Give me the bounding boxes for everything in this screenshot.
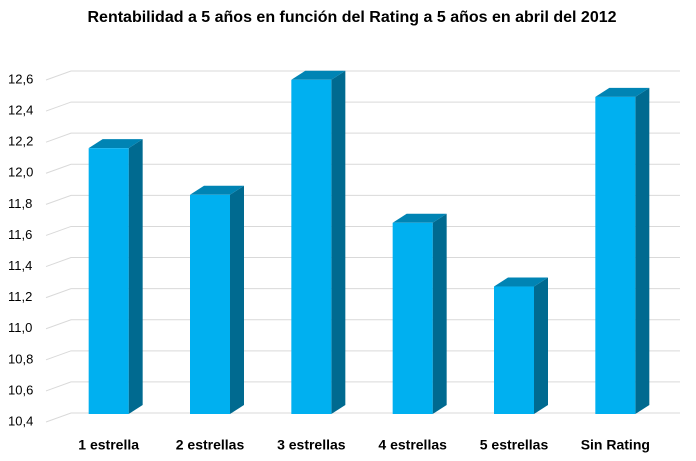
x-tick-label: Sin Rating	[581, 437, 650, 453]
y-tick-label: 12,4	[8, 103, 33, 118]
bar-top	[494, 277, 548, 287]
y-tick-label: 12,6	[8, 71, 33, 86]
x-tick-label: 4 estrellas	[378, 437, 447, 453]
bar-front	[291, 79, 332, 414]
bar-front	[494, 286, 534, 414]
bar-front	[88, 148, 129, 414]
x-tick-label: 1 estrella	[78, 437, 139, 453]
bar	[291, 70, 346, 414]
grid-line	[45, 225, 680, 236]
bar-side	[331, 70, 346, 414]
y-tick-label: 10,8	[8, 351, 33, 366]
grid-line	[45, 132, 680, 143]
bar	[88, 139, 143, 414]
bar-side	[635, 87, 650, 414]
bar-front	[392, 222, 433, 414]
bar-top	[392, 213, 447, 223]
x-tick-label: 3 estrellas	[277, 437, 346, 453]
y-tick-label: 12,0	[8, 165, 33, 180]
bar-top	[595, 87, 650, 97]
grid-line	[45, 257, 680, 268]
grid-line	[45, 70, 680, 81]
y-tick-label: 11,8	[8, 196, 32, 211]
bar-side	[534, 277, 548, 414]
x-tick-label: 5 estrellas	[480, 437, 549, 453]
grid-line	[45, 350, 680, 361]
x-tick-label: 2 estrellas	[176, 437, 245, 453]
bar-top	[88, 139, 143, 149]
bar-side	[128, 139, 143, 414]
grid-line	[45, 412, 680, 423]
grid-line	[45, 288, 680, 299]
y-tick-label: 11,6	[8, 227, 32, 242]
bar	[190, 185, 244, 414]
chart-title: Rentabilidad a 5 años en función del Rat…	[87, 9, 616, 26]
bar-top	[291, 70, 346, 80]
bar-side	[432, 213, 447, 414]
y-tick-label: 12,2	[8, 134, 33, 149]
grid-line	[45, 194, 680, 205]
y-tick-label: 10,4	[8, 413, 33, 428]
bar-side	[230, 185, 244, 414]
y-tick-label: 11,4	[8, 258, 32, 273]
grid-line	[45, 163, 680, 174]
bar-front	[595, 96, 636, 414]
bar	[392, 213, 447, 414]
bar	[595, 87, 650, 414]
grid-line	[45, 381, 680, 392]
y-tick-label: 11,0	[8, 320, 32, 335]
y-tick-label: 11,2	[8, 289, 32, 304]
grid-line	[45, 319, 680, 330]
grid-line	[45, 101, 680, 112]
bar-front	[190, 194, 230, 414]
bar-top	[190, 185, 244, 195]
y-tick-label: 10,6	[8, 382, 33, 397]
bar	[494, 277, 548, 414]
